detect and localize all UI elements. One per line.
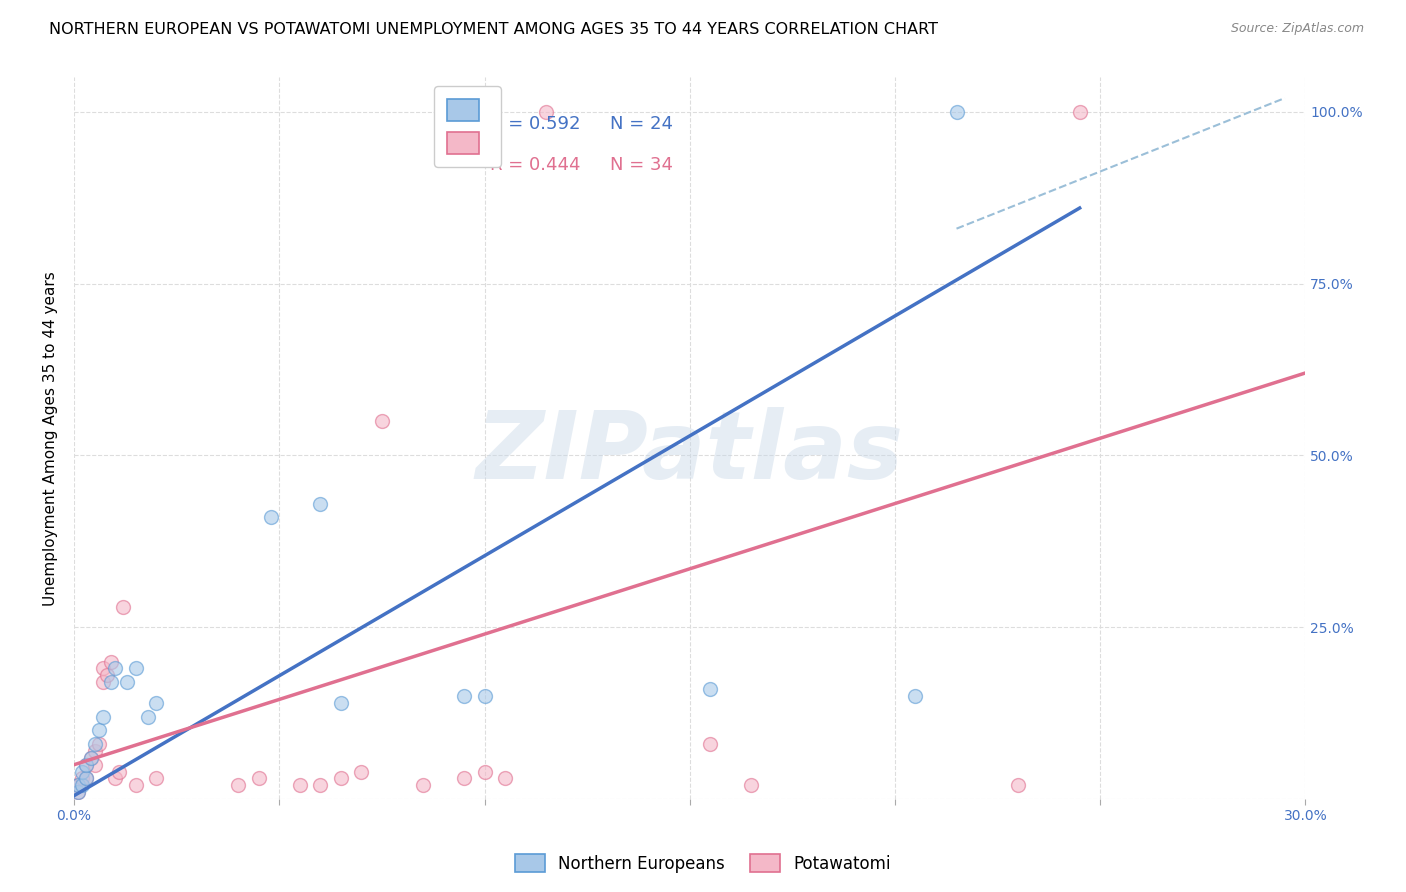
Point	[112, 599, 135, 614]
Point	[124, 778, 146, 792]
Point	[145, 772, 167, 786]
Point	[260, 510, 283, 524]
Point	[136, 709, 159, 723]
Point	[309, 778, 332, 792]
Legend: Northern Europeans, Potawatomi: Northern Europeans, Potawatomi	[509, 847, 897, 880]
Point	[75, 772, 97, 786]
Point	[474, 764, 496, 779]
Point	[75, 772, 97, 786]
Text: N = 34: N = 34	[610, 156, 672, 175]
Point	[740, 778, 762, 792]
Point	[104, 661, 127, 675]
Point	[145, 696, 167, 710]
Point	[67, 778, 90, 792]
Point	[371, 414, 394, 428]
Point	[79, 751, 101, 765]
Text: R = 0.592: R = 0.592	[491, 115, 581, 133]
Point	[83, 737, 105, 751]
Point	[72, 778, 94, 792]
Point	[91, 709, 114, 723]
Point	[534, 104, 557, 119]
Point	[87, 737, 110, 751]
Point	[108, 764, 131, 779]
Point	[83, 744, 105, 758]
Text: N = 24: N = 24	[610, 115, 672, 133]
Text: R = 0.444: R = 0.444	[491, 156, 581, 175]
Point	[124, 661, 146, 675]
Point	[329, 696, 352, 710]
Point	[67, 785, 90, 799]
Point	[904, 689, 927, 703]
Legend: , : ,	[434, 87, 501, 167]
Point	[104, 772, 127, 786]
Point	[100, 655, 122, 669]
Point	[100, 675, 122, 690]
Point	[75, 757, 97, 772]
Point	[226, 778, 249, 792]
Point	[494, 772, 516, 786]
Text: ZIPatlas: ZIPatlas	[475, 407, 904, 499]
Point	[412, 778, 434, 792]
Point	[91, 661, 114, 675]
Point	[453, 689, 475, 703]
Point	[67, 785, 90, 799]
Y-axis label: Unemployment Among Ages 35 to 44 years: Unemployment Among Ages 35 to 44 years	[44, 271, 58, 606]
Point	[453, 772, 475, 786]
Point	[288, 778, 311, 792]
Point	[329, 772, 352, 786]
Point	[1069, 104, 1091, 119]
Point	[309, 497, 332, 511]
Point	[350, 764, 373, 779]
Text: NORTHERN EUROPEAN VS POTAWATOMI UNEMPLOYMENT AMONG AGES 35 TO 44 YEARS CORRELATI: NORTHERN EUROPEAN VS POTAWATOMI UNEMPLOY…	[49, 22, 938, 37]
Point	[87, 723, 110, 738]
Point	[96, 668, 118, 682]
Point	[75, 757, 97, 772]
Point	[83, 757, 105, 772]
Point	[72, 772, 94, 786]
Point	[79, 751, 101, 765]
Point	[91, 675, 114, 690]
Point	[699, 682, 721, 697]
Point	[72, 764, 94, 779]
Point	[117, 675, 139, 690]
Point	[699, 737, 721, 751]
Point	[474, 689, 496, 703]
Text: Source: ZipAtlas.com: Source: ZipAtlas.com	[1230, 22, 1364, 36]
Point	[67, 778, 90, 792]
Point	[1007, 778, 1029, 792]
Point	[945, 104, 967, 119]
Point	[247, 772, 270, 786]
